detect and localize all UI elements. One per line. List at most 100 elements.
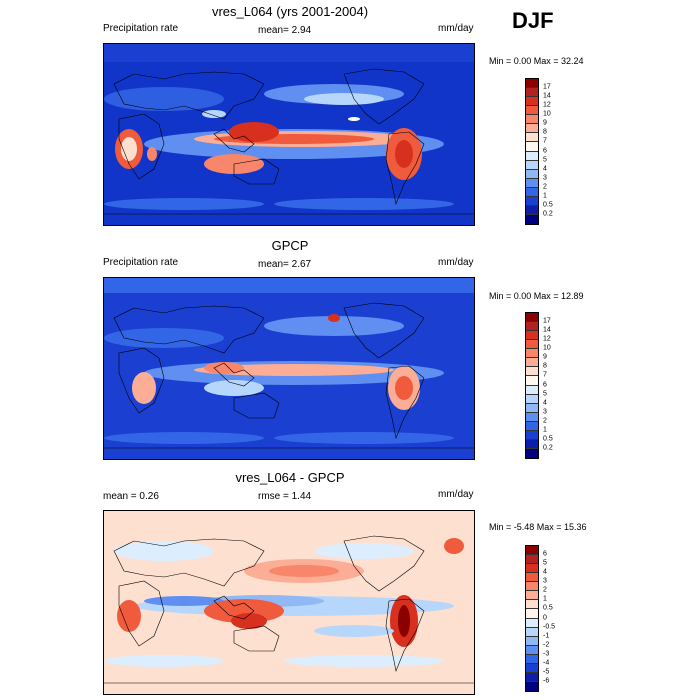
colorbar-segment [526, 142, 538, 152]
panel-2-colorbar-labels: 17 14 12 10 9 8 7 6 5 4 3 2 1 0.5 0.2 [543, 312, 573, 459]
colorbar-segment [526, 88, 538, 98]
colorbar-segment [526, 124, 538, 134]
colorbar-tick-label: 3 [543, 174, 547, 182]
colorbar-segment [526, 151, 538, 161]
panel-3-rmse-label: rmse = 1.44 [258, 491, 312, 502]
panel-1-units: mm/day [438, 23, 474, 34]
colorbar-tick-label: 9 [543, 119, 547, 127]
panel-3-mean-label: mean = 0.26 [103, 491, 159, 502]
season-label: DJF [512, 8, 554, 33]
colorbar-segment [526, 106, 538, 116]
colorbar-segment [526, 618, 538, 628]
colorbar-segment [526, 205, 538, 215]
colorbar-tick-label: -5 [543, 668, 550, 676]
colorbar-tick-label: -3 [543, 650, 550, 658]
panel-1-colorbar-labels: 17 14 12 10 9 8 7 6 5 4 3 2 1 0.5 0.2 [543, 78, 573, 225]
colorbar-tick-label: 3 [543, 408, 547, 416]
colorbar-segment [526, 358, 538, 368]
colorbar-segment [526, 582, 538, 592]
colorbar-segment [526, 133, 538, 143]
colorbar-segment [526, 214, 538, 224]
colorbar-tick-label: 1 [543, 192, 547, 200]
panel-2-units: mm/day [438, 257, 474, 268]
panel-2-map [103, 277, 475, 460]
panel-2-center-label: mean= 2.67 [258, 259, 312, 270]
colorbar-tick-label: 10 [543, 110, 551, 118]
colorbar-tick-label: 7 [543, 137, 547, 145]
panel-3-colorbar-labels: 6 5 4 3 2 1 0.5 0 -0.5 -1 -2 -3 -4 -5 -6 [543, 545, 573, 692]
colorbar-segment [526, 555, 538, 565]
panel-1-center-label: mean= 2.94 [258, 25, 312, 36]
difference-field [104, 511, 474, 694]
colorbar-tick-label: -6 [543, 677, 550, 685]
colorbar-segment [526, 196, 538, 206]
panel-3-minmax: Min = -5.48 Max = 15.36 [489, 522, 587, 532]
colorbar-tick-label: 10 [543, 344, 551, 352]
colorbar-tick-label: 4 [543, 165, 547, 173]
colorbar-tick-label: -4 [543, 659, 550, 667]
colorbar-segment [526, 564, 538, 574]
panel-1-colorbar [525, 78, 539, 225]
colorbar-tick-label: 7 [543, 371, 547, 379]
panel-3-colorbar [525, 545, 539, 692]
colorbar-segment [526, 546, 538, 556]
colorbar-segment [526, 313, 538, 323]
colorbar-tick-label: -2 [543, 641, 550, 649]
colorbar-tick-label: -0.5 [543, 623, 556, 631]
colorbar-tick-label: 0.2 [543, 444, 553, 452]
panel-2-minmax: Min = 0.00 Max = 12.89 [489, 291, 584, 301]
colorbar-tick-label: 1 [543, 426, 547, 434]
colorbar-tick-label: 4 [543, 399, 547, 407]
colorbar-segment [526, 681, 538, 691]
colorbar-segment [526, 349, 538, 359]
panel-2-left-label: Precipitation rate [103, 257, 179, 268]
colorbar-segment [526, 187, 538, 197]
panel-3-map [103, 510, 475, 695]
colorbar-segment [526, 367, 538, 377]
colorbar-segment [526, 394, 538, 404]
colorbar-segment [526, 79, 538, 89]
colorbar-segment [526, 672, 538, 682]
gpcp-precip-field [104, 278, 474, 459]
colorbar-segment [526, 178, 538, 188]
colorbar-tick-label: 8 [543, 128, 547, 136]
colorbar-segment [526, 439, 538, 449]
colorbar-tick-label: 17 [543, 317, 551, 325]
colorbar-tick-label: 4 [543, 568, 547, 576]
colorbar-segment [526, 115, 538, 125]
colorbar-segment [526, 600, 538, 610]
colorbar-tick-label: 0.5 [543, 604, 553, 612]
colorbar-segment [526, 97, 538, 107]
colorbar-tick-label: 0 [543, 614, 547, 621]
panel-2-colorbar [525, 312, 539, 459]
colorbar-tick-label: 2 [543, 586, 547, 594]
colorbar-segment [526, 385, 538, 395]
colorbar-segment [526, 573, 538, 583]
colorbar-segment [526, 627, 538, 637]
colorbar-tick-label: 17 [543, 83, 551, 91]
colorbar-tick-label: 5 [543, 390, 547, 398]
colorbar-tick-label: 12 [543, 101, 551, 109]
panel-3-units: mm/day [438, 489, 474, 500]
colorbar-segment [526, 412, 538, 422]
colorbar-segment [526, 654, 538, 664]
colorbar-segment [526, 403, 538, 413]
colorbar-segment [526, 636, 538, 646]
colorbar-tick-label: 0.2 [543, 210, 553, 218]
colorbar-tick-label: 0.5 [543, 435, 553, 443]
colorbar-segment [526, 663, 538, 673]
panel-2-title: GPCP [271, 238, 309, 253]
colorbar-segment [526, 322, 538, 332]
colorbar-segment [526, 169, 538, 179]
colorbar-segment [526, 340, 538, 350]
colorbar-segment [526, 609, 538, 619]
panel-1-left-label: Precipitation rate [103, 23, 179, 34]
model-precip-field [104, 44, 474, 225]
colorbar-tick-label: 6 [543, 381, 547, 388]
colorbar-tick-label: 5 [543, 156, 547, 164]
colorbar-tick-label: 8 [543, 362, 547, 370]
colorbar-tick-label: 14 [543, 326, 551, 334]
colorbar-segment [526, 331, 538, 341]
colorbar-tick-label: -1 [543, 632, 550, 640]
colorbar-tick-label: 1 [543, 595, 547, 603]
